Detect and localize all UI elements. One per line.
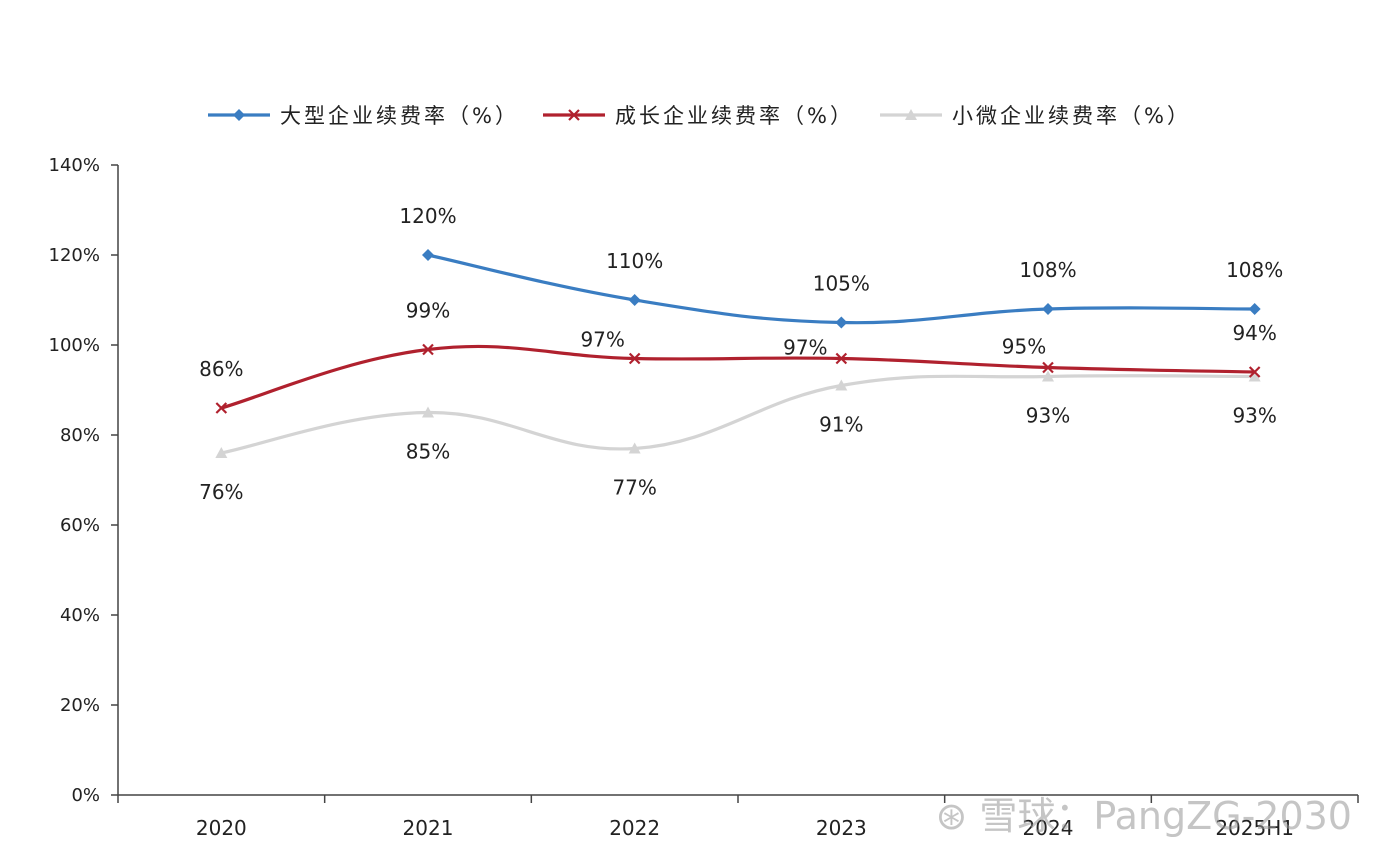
micro-enterprise-data-label: 93% [1232,404,1276,428]
micro-enterprise-data-label: 93% [1026,404,1070,428]
legend-label-growth-enterprise: 成长企业续费率（%） [615,104,854,128]
y-tick-label: 140% [49,155,100,176]
growth-enterprise-data-label: 97% [783,336,827,360]
large-enterprise-marker [422,249,434,261]
micro-enterprise-data-label: 76% [199,480,243,504]
y-tick-label: 40% [60,605,100,626]
micro-enterprise-marker [215,447,228,458]
legend-micro-enterprise-marker [905,109,917,120]
micro-enterprise-data-label: 91% [819,413,863,437]
growth-enterprise-marker [1042,361,1054,374]
large-enterprise-data-label: 105% [813,272,870,296]
x-tick-label: 2022 [609,816,660,840]
large-enterprise-marker [1248,303,1261,315]
x-tick-label: 2024 [1023,816,1074,840]
y-tick-label: 80% [60,425,100,446]
growth-enterprise-marker [835,352,848,365]
growth-enterprise-data-label: 95% [1002,335,1046,359]
growth-enterprise-marker [422,343,434,356]
large-enterprise-data-label: 110% [606,249,663,273]
legend-large-enterprise-marker [233,109,245,121]
large-enterprise-data-label: 120% [399,204,456,228]
growth-enterprise-line [220,344,1255,410]
large-enterprise-data-label: 108% [1226,258,1283,282]
y-tick-label: 60% [60,515,100,536]
watermark: ⊛ 雪球：PangZG-2030 [935,785,1352,840]
xueqiu-logo-icon: ⊛ [935,794,980,838]
y-tick-label: 120% [49,245,100,266]
micro-enterprise-marker [422,406,434,418]
large-enterprise-marker [1042,303,1054,315]
y-tick-label: 100% [49,335,100,356]
large-enterprise-marker [628,294,641,306]
micro-enterprise-marker [1248,370,1261,382]
y-tick-label: 0% [71,785,100,806]
micro-enterprise-marker [628,442,641,454]
legend-label-large-enterprise: 大型企业续费率（%） [280,104,519,128]
growth-enterprise-data-label: 99% [406,299,450,323]
growth-enterprise-marker [628,352,641,365]
micro-enterprise-data-label: 77% [612,476,656,500]
watermark-text: 雪球：PangZG-2030 [979,794,1352,838]
growth-enterprise-marker [1248,366,1261,378]
large-enterprise-data-label: 108% [1019,258,1076,282]
y-tick-label: 20% [60,695,100,716]
growth-enterprise-data-label: 94% [1232,321,1276,345]
legend-label-micro-enterprise: 小微企业续费率（%） [952,104,1191,128]
micro-enterprise-marker [1042,370,1054,382]
micro-enterprise-line [221,374,1255,455]
x-tick-label: 2021 [403,816,454,840]
micro-enterprise-data-label: 85% [406,440,450,464]
legend-growth-enterprise-marker [568,109,580,121]
growth-enterprise-data-label: 97% [580,328,624,352]
large-enterprise-marker [835,316,848,329]
micro-enterprise-marker [835,379,848,391]
growth-enterprise-marker [215,402,228,414]
x-tick-label: 2020 [196,816,247,840]
x-tick-label: 2025H1 [1215,816,1294,840]
x-tick-label: 2023 [816,816,867,840]
growth-enterprise-data-label: 86% [199,357,243,381]
